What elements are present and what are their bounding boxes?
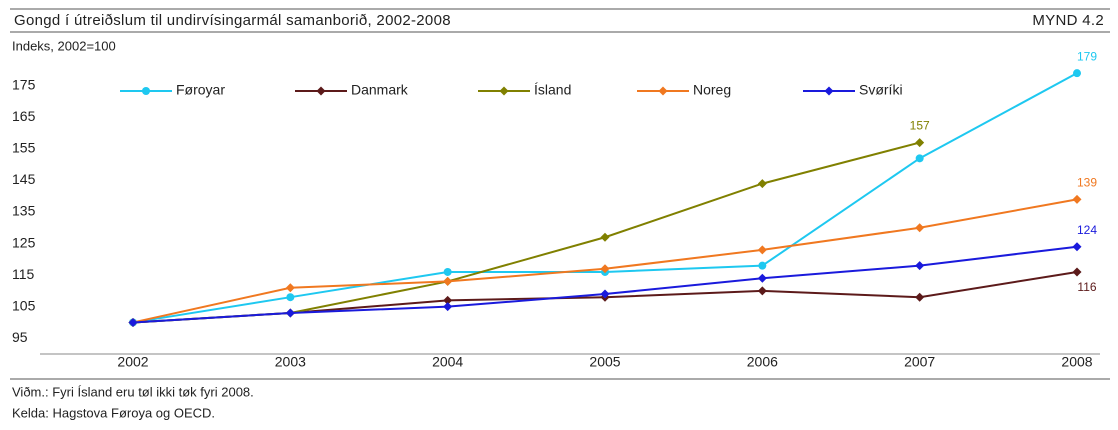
marker	[915, 261, 925, 271]
marker	[600, 289, 610, 299]
chart-title: Gongd í útreiðslum til undirvísingarmál …	[14, 12, 451, 29]
legend-label: Føroyar	[176, 82, 225, 98]
series-line	[132, 72, 1078, 324]
marker	[915, 138, 925, 148]
marker	[600, 264, 610, 274]
marker	[285, 308, 295, 318]
marker	[499, 86, 509, 96]
data-label: 179	[1077, 49, 1097, 63]
marker	[658, 86, 668, 96]
y-tick-label: 95	[12, 329, 28, 345]
marker	[443, 295, 453, 305]
marker	[443, 276, 453, 286]
legend-label: Svøríki	[859, 82, 903, 98]
x-tick-label: 2005	[589, 354, 620, 370]
x-tick-label: 2006	[747, 354, 778, 370]
y-tick-label: 135	[12, 203, 36, 219]
marker	[757, 286, 767, 296]
data-label: 157	[910, 119, 930, 133]
x-tick-label: 2004	[432, 354, 463, 370]
marker	[758, 261, 767, 270]
figure-label: MYND 4.2	[1032, 12, 1104, 29]
marker	[316, 86, 326, 96]
source: Kelda: Hagstova Føroya og OECD.	[12, 405, 215, 420]
marker	[1072, 242, 1082, 252]
marker	[915, 223, 925, 233]
y-axis-label: Indeks, 2002=100	[12, 38, 116, 53]
marker	[600, 232, 610, 242]
marker	[824, 86, 834, 96]
x-tick-label: 2003	[275, 354, 306, 370]
marker	[757, 273, 767, 283]
series-line	[132, 245, 1078, 324]
marker	[443, 267, 452, 276]
x-tick-label: 2002	[117, 354, 148, 370]
data-label: 116	[1077, 280, 1096, 294]
marker	[443, 302, 453, 312]
marker	[757, 179, 767, 189]
marker	[1073, 69, 1081, 78]
legend-label: Noreg	[693, 82, 731, 98]
y-tick-label: 145	[12, 171, 36, 187]
marker	[915, 292, 925, 302]
note: Viðm.: Fyri Ísland eru tøl ikki tøk fyri…	[12, 384, 254, 399]
marker	[286, 293, 295, 302]
x-tick-label: 2007	[904, 354, 935, 370]
y-tick-label: 165	[12, 108, 36, 124]
marker	[128, 317, 138, 327]
y-tick-label: 125	[12, 234, 36, 250]
y-tick-label: 175	[12, 76, 36, 92]
data-label: 124	[1077, 223, 1097, 237]
marker	[1072, 194, 1082, 204]
marker	[285, 283, 295, 293]
series-line	[132, 198, 1078, 324]
marker	[1072, 267, 1082, 277]
x-tick-label: 2008	[1061, 354, 1092, 370]
marker	[915, 154, 924, 163]
marker	[757, 245, 767, 255]
legend-label: Danmark	[351, 82, 409, 98]
y-tick-label: 115	[12, 266, 35, 282]
legend-label: Ísland	[534, 82, 571, 98]
marker	[142, 87, 150, 95]
y-tick-label: 105	[12, 297, 36, 313]
y-tick-label: 155	[12, 140, 36, 156]
data-label: 139	[1077, 176, 1097, 190]
